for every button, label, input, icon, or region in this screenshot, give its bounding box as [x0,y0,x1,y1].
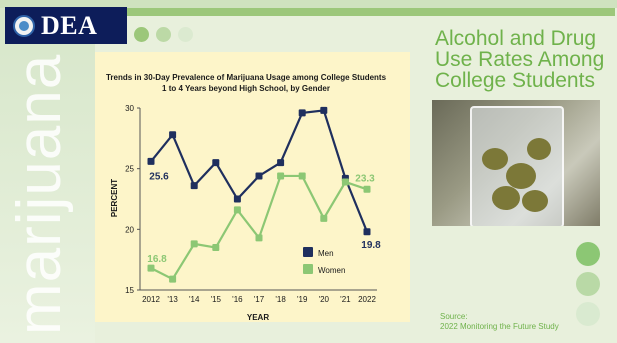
x-tick-label: '16 [232,295,243,304]
data-point-men [277,159,285,167]
data-point-men [233,195,241,203]
x-tick-label: '18 [275,295,286,304]
y-tick-label: 20 [125,225,134,234]
data-point-men [212,159,220,167]
chart-subtitle: 1 to 4 Years beyond High School, by Gend… [162,84,330,93]
left-strip [0,0,95,343]
data-point-women [320,214,328,222]
x-tick-label: 2022 [358,295,376,304]
x-tick-label: '17 [254,295,265,304]
x-tick-label: '14 [189,295,200,304]
decor-circles [576,242,600,326]
source-text: 2022 Monitoring the Future Study [440,322,559,331]
decor-dot [134,27,149,42]
decor-circle [576,272,600,296]
x-axis-label: YEAR [247,313,269,322]
data-point-women [233,206,241,214]
y-axis-label: PERCENT [110,179,119,217]
data-point-men [190,182,198,190]
data-point-women [277,172,285,180]
y-tick-label: 30 [125,104,134,113]
logo-text: DEA [41,10,98,40]
decor-dots [134,27,193,42]
x-tick-label: '13 [167,295,178,304]
slide-title: Alcohol and Drug Use Rates Among College… [435,27,605,92]
legend-swatch-women [303,264,313,274]
marijuana-bag-photo [432,100,600,226]
data-point-women [363,185,371,193]
data-point-women [255,234,263,242]
legend-swatch-men [303,247,313,257]
data-point-women [190,240,198,248]
x-tick-label: '19 [297,295,308,304]
top-accent-bar [125,8,615,16]
source-label: Source: [440,312,468,321]
data-point-women [298,172,306,180]
plot-area: 15 20 25 30 2012 '13 '14 '15 '16 '17 '18 '19 '20 '21 2… [125,104,381,304]
data-point-men [320,106,328,114]
legend-label-women: Women [318,266,345,275]
data-point-men [147,157,155,165]
x-tick-label: 2012 [142,295,160,304]
data-label: 16.8 [147,254,167,265]
data-point-men [298,109,306,117]
y-tick-label: 15 [125,286,134,295]
decor-dot [156,27,171,42]
series-line-men [150,109,369,233]
series-line-women [150,174,368,281]
data-point-women [212,244,220,252]
chart-title: Trends in 30-Day Prevalence of Marijuana… [106,73,387,82]
legend-label-men: Men [318,249,334,258]
top-bar [0,0,617,8]
x-tick-label: '20 [319,295,330,304]
y-tick-label: 25 [125,165,134,174]
source-note: Source: 2022 Monitoring the Future Study [440,312,559,332]
data-point-women [169,275,177,283]
legend: Men Women [303,247,345,275]
x-tick-label: '15 [211,295,222,304]
seal-icon [13,14,35,37]
decor-dot [178,27,193,42]
data-point-women [147,264,155,272]
data-point-men [169,131,177,139]
decor-circle [576,242,600,266]
data-point-men [363,228,371,236]
dea-logo: DEA [5,7,127,44]
data-label: 25.6 [149,171,169,182]
decor-circle [576,302,600,326]
data-point-women [341,178,349,186]
bag-image [470,106,564,226]
x-tick-label: '21 [340,295,351,304]
data-label: 23.3 [355,173,375,184]
data-point-men [255,172,263,180]
data-label: 19.8 [361,240,381,251]
